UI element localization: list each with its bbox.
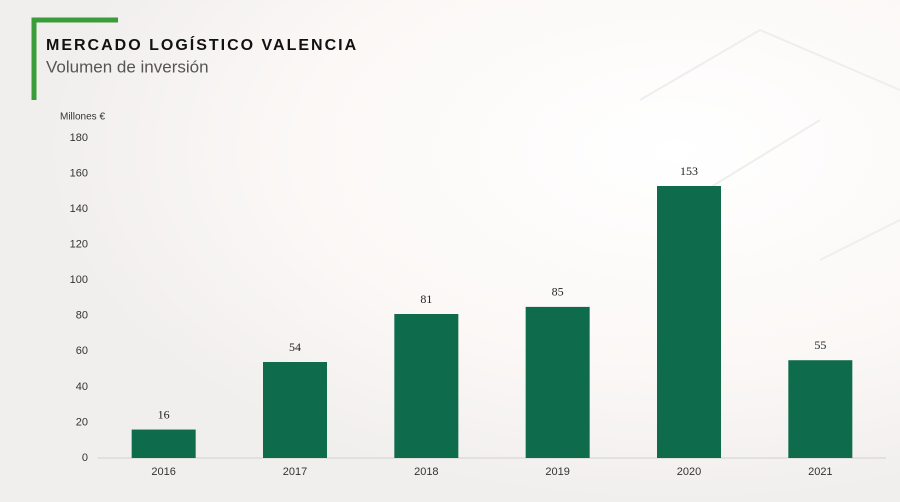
value-label: 55	[814, 338, 826, 352]
chart-subtitle: Volumen de inversión	[46, 57, 209, 76]
value-label: 85	[552, 285, 564, 299]
bar	[525, 306, 590, 458]
y-axis-label: Millones €	[60, 112, 105, 123]
y-tick-label: 160	[70, 167, 88, 179]
bar	[788, 360, 853, 458]
value-label: 16	[158, 407, 170, 421]
x-tick-label: 2018	[414, 466, 438, 478]
x-tick-label: 2017	[283, 466, 307, 478]
y-tick-label: 100	[70, 274, 88, 286]
bar	[657, 186, 721, 458]
bar	[131, 429, 196, 458]
bar	[394, 314, 459, 458]
y-tick-label: 120	[70, 239, 88, 251]
y-tick-label: 40	[76, 381, 88, 393]
bar	[263, 362, 327, 458]
x-tick-label: 2019	[545, 466, 569, 478]
y-tick-label: 80	[76, 310, 88, 322]
x-tick-label: 2021	[808, 466, 832, 478]
value-label: 81	[420, 292, 432, 306]
chart-title: MERCADO LOGÍSTICO VALENCIA	[46, 35, 358, 54]
y-tick-label: 20	[76, 416, 88, 428]
value-label: 54	[289, 340, 301, 354]
y-tick-label: 0	[82, 452, 88, 464]
x-tick-label: 2016	[151, 466, 175, 478]
y-tick-label: 140	[70, 203, 88, 215]
y-tick-label: 180	[70, 132, 88, 144]
x-tick-label: 2020	[677, 466, 701, 478]
title-bracket	[31, 17, 118, 100]
y-tick-label: 60	[76, 345, 88, 357]
value-label: 153	[680, 164, 698, 178]
